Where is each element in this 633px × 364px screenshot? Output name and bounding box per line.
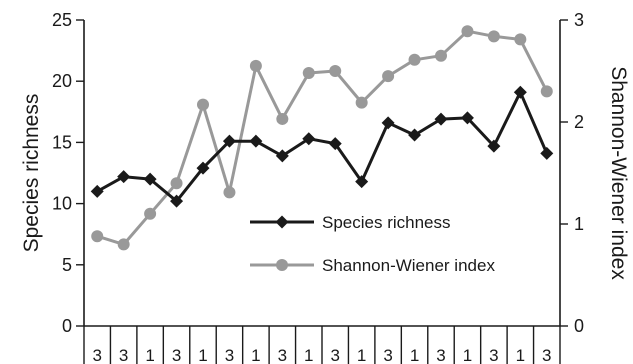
richness-point xyxy=(143,172,157,186)
shannon-point xyxy=(355,96,368,109)
shannon-point xyxy=(144,207,157,220)
x-tick-label: 3 xyxy=(330,346,339,364)
x-tick-label: 3 xyxy=(225,346,234,364)
shannon-point xyxy=(461,25,474,38)
x-tick-label: 3 xyxy=(436,346,445,364)
series-layer xyxy=(90,25,554,251)
left-tick-label: 5 xyxy=(62,255,72,275)
richness-point xyxy=(460,111,474,125)
left-ticks: 0 5 10 15 20 25 xyxy=(52,10,84,336)
shannon-point xyxy=(91,230,104,243)
legend-label: Shannon-Wiener index xyxy=(322,256,495,275)
shannon-point xyxy=(170,177,183,190)
richness-point xyxy=(408,128,422,142)
richness-point xyxy=(513,85,527,99)
left-tick-label: 25 xyxy=(52,10,72,30)
shannon-point xyxy=(302,67,315,80)
richness-point xyxy=(90,184,104,198)
left-tick-label: 10 xyxy=(52,194,72,214)
right-tick-label: 0 xyxy=(574,316,584,336)
shannon-point xyxy=(540,85,553,98)
left-tick-label: 20 xyxy=(52,71,72,91)
legend-diamond-marker xyxy=(275,215,289,229)
shannon-point xyxy=(329,65,342,77)
shannon-point xyxy=(117,238,130,251)
x-tick-label: 3 xyxy=(383,346,392,364)
x-tick-label: 1 xyxy=(145,346,154,364)
right-axis-title: Shannon-Wiener index xyxy=(607,66,630,280)
richness-point xyxy=(117,170,131,184)
x-tick-label: 3 xyxy=(172,346,181,364)
x-tick-label: 3 xyxy=(489,346,498,364)
right-tick-label: 2 xyxy=(574,112,584,132)
shannon-point xyxy=(276,112,289,125)
richness-point xyxy=(275,149,289,163)
shannon-point xyxy=(249,59,262,72)
shannon-point xyxy=(223,186,236,199)
shannon-point xyxy=(197,98,209,111)
x-tick-label: 1 xyxy=(516,346,525,364)
series-line-richness xyxy=(96,90,549,203)
shannon-point xyxy=(408,53,421,66)
x-tick-label: 1 xyxy=(251,346,260,364)
x-tick-label: 1 xyxy=(410,346,419,364)
right-tick-label: 1 xyxy=(574,214,584,234)
richness-point xyxy=(540,146,554,160)
richness-point xyxy=(434,112,448,126)
right-tick-label: 3 xyxy=(574,10,584,30)
shannon-point xyxy=(487,30,500,43)
richness-point xyxy=(222,134,236,148)
richness-point xyxy=(381,116,395,130)
richness-point xyxy=(328,137,342,151)
richness-point xyxy=(170,194,184,208)
richness-point xyxy=(249,134,263,148)
legend: Species richness Shannon-Wiener index xyxy=(250,213,495,275)
shannon-point xyxy=(382,70,395,83)
x-tick-label: 3 xyxy=(542,346,551,364)
left-axis-title: Species richness xyxy=(20,94,43,253)
x-tick-label: 1 xyxy=(463,346,472,364)
x-tick-label: 1 xyxy=(198,346,207,364)
right-ticks: 0 1 2 3 xyxy=(560,10,584,336)
shannon-point xyxy=(435,49,447,62)
richness-point xyxy=(196,161,210,175)
left-tick-label: 0 xyxy=(62,316,72,336)
shannon-point xyxy=(514,33,527,46)
richness-point xyxy=(302,132,316,146)
x-tick-label: 3 xyxy=(92,346,101,364)
x-tick-label: 3 xyxy=(119,346,128,364)
x-tick-label: 1 xyxy=(304,346,313,364)
x-tick-label: 1 xyxy=(357,346,366,364)
richness-point xyxy=(355,175,369,189)
legend-label: Species richness xyxy=(322,213,451,232)
richness-point xyxy=(487,139,501,153)
x-tick-label: 3 xyxy=(278,346,287,364)
legend-circle-marker xyxy=(276,259,288,271)
left-tick-label: 15 xyxy=(52,132,72,152)
